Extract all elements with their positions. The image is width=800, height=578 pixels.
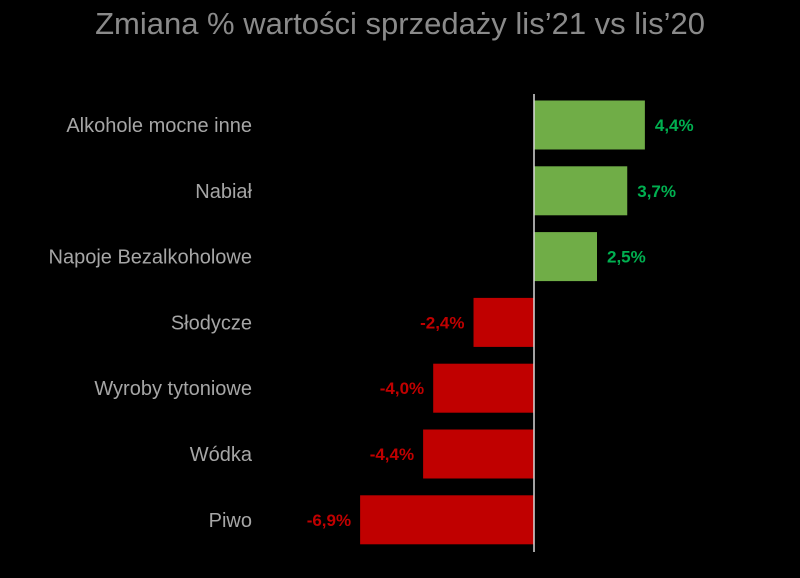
category-label: Alkohole mocne inne [66,115,252,137]
data-label: -4,0% [380,379,424,398]
data-label: -2,4% [420,313,464,332]
data-label: -6,9% [307,511,351,530]
category-label: Napoje Bezalkoholowe [49,247,252,269]
bar-1 [534,166,628,216]
data-label: 4,4% [655,116,694,135]
category-label: Nabiał [195,181,252,203]
category-label: Piwo [209,510,252,532]
category-label: Wódka [190,444,253,466]
bar-5 [423,429,534,479]
data-label: 3,7% [637,182,676,201]
category-label: Wyroby tytoniowe [94,378,252,400]
bar-3 [473,297,534,347]
bar-4 [433,363,534,413]
bar-0 [534,100,645,150]
bar-6 [360,495,534,545]
chart-title: Zmiana % wartości sprzedaży lis’21 vs li… [95,6,705,41]
data-label: -4,4% [370,445,414,464]
data-label: 2,5% [607,248,646,267]
category-label: Słodycze [171,312,252,334]
bar-2 [534,232,597,282]
